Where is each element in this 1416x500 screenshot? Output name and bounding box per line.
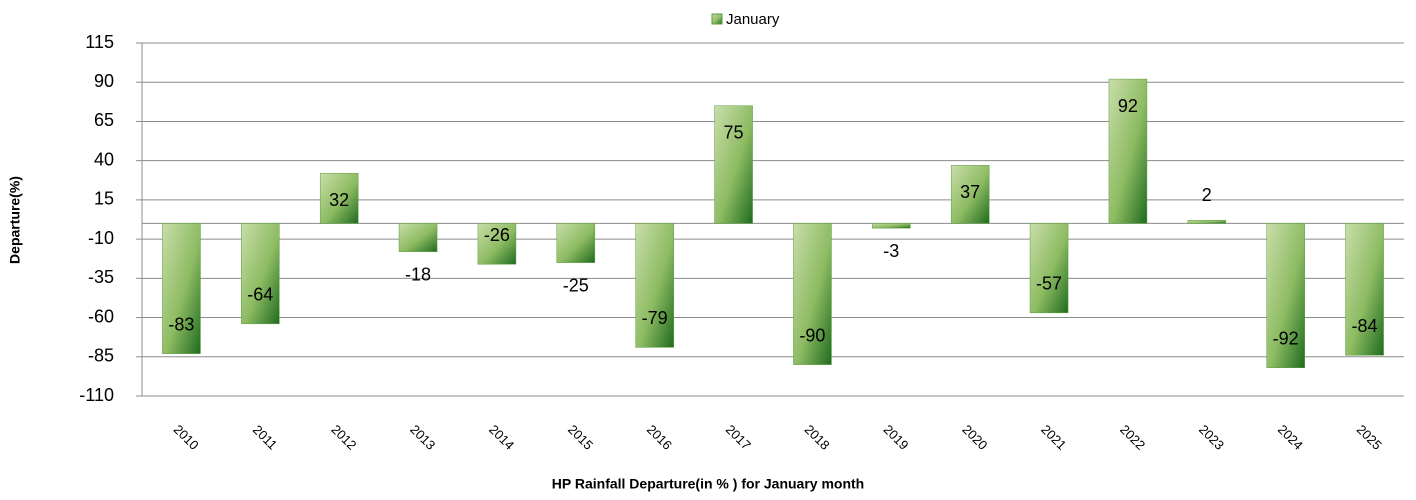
y-tick-label: -10 — [88, 228, 114, 248]
y-tick-label: -60 — [88, 306, 114, 326]
x-tick-label: 2010 — [171, 422, 202, 453]
x-tick-label: 2011 — [250, 422, 280, 452]
bar — [635, 223, 674, 348]
x-axis-title: HP Rainfall Departure(in % ) for January… — [552, 476, 864, 492]
data-label: 75 — [724, 123, 744, 143]
x-tick-label: 2016 — [644, 422, 675, 453]
x-tick-label: 2023 — [1196, 422, 1227, 453]
data-label: -57 — [1036, 274, 1062, 294]
data-label: -90 — [799, 325, 825, 345]
x-tick-label: 2018 — [802, 422, 833, 453]
bar — [241, 223, 280, 325]
y-tick-label: -85 — [88, 346, 114, 366]
y-tick-label: 40 — [94, 149, 114, 169]
bar — [1345, 223, 1384, 356]
data-label: -83 — [168, 314, 194, 334]
bar — [477, 223, 517, 265]
x-tick-label: 2013 — [407, 422, 438, 453]
y-tick-label: -35 — [88, 267, 114, 287]
bar — [162, 223, 201, 354]
data-label: -79 — [642, 308, 668, 328]
y-tick-label: 15 — [94, 189, 114, 209]
data-label: -64 — [247, 285, 273, 305]
legend-swatch — [711, 13, 723, 25]
y-tick-label: 65 — [94, 110, 114, 130]
bar — [319, 172, 359, 224]
y-tick-label: 90 — [94, 71, 114, 91]
data-label: -92 — [1273, 329, 1299, 349]
bar — [714, 105, 753, 224]
data-label: -84 — [1352, 316, 1378, 336]
x-tick-label: 2022 — [1117, 422, 1148, 453]
data-label: 32 — [329, 190, 349, 210]
legend-label: January — [726, 11, 780, 28]
x-tick-label: 2024 — [1275, 422, 1306, 453]
x-tick-label: 2017 — [723, 422, 754, 453]
bar — [1029, 223, 1069, 314]
bar — [556, 223, 596, 263]
data-label: 2 — [1202, 185, 1212, 205]
bar — [1108, 78, 1148, 224]
bar — [398, 223, 438, 252]
x-tick-label: 2025 — [1354, 422, 1385, 453]
bar — [793, 223, 832, 365]
x-tick-label: 2021 — [1038, 422, 1069, 453]
bar — [950, 165, 990, 224]
data-label: 37 — [960, 182, 980, 202]
x-tick-label: 2015 — [565, 422, 596, 453]
bar — [1266, 223, 1305, 369]
data-label: -26 — [484, 225, 510, 245]
y-tick-label: -110 — [79, 385, 114, 405]
y-tick-label: 115 — [85, 32, 114, 52]
bar — [1187, 220, 1227, 224]
x-tick-label: 2020 — [959, 422, 990, 453]
bar — [872, 223, 911, 229]
data-label: -3 — [883, 241, 899, 261]
x-tick-label: 2014 — [486, 422, 517, 453]
x-tick-label: 2012 — [328, 422, 359, 453]
data-label: 92 — [1118, 96, 1138, 116]
data-label: -18 — [405, 264, 431, 284]
y-axis-title: Departure(%) — [7, 176, 23, 264]
data-label: -25 — [563, 275, 589, 295]
x-tick-label: 2019 — [881, 422, 912, 453]
